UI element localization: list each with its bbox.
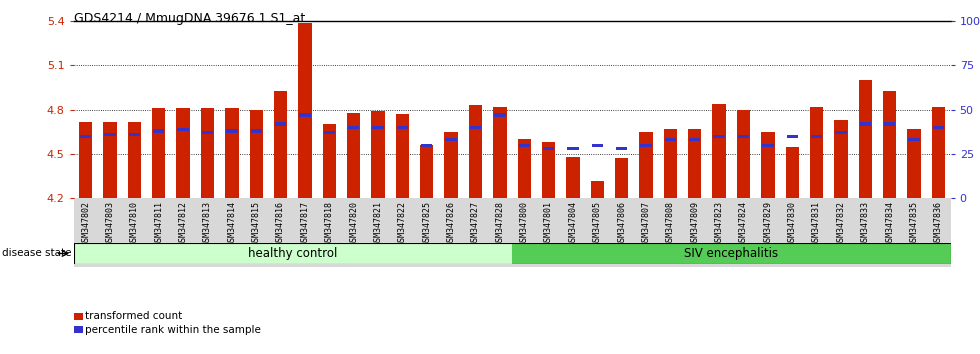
Bar — [201, 108, 215, 198]
Bar — [933, 126, 944, 129]
Bar — [712, 104, 726, 198]
Text: GDS4214 / MmugDNA.39676.1.S1_at: GDS4214 / MmugDNA.39676.1.S1_at — [74, 12, 305, 25]
Bar — [713, 135, 725, 138]
Bar — [225, 108, 238, 198]
Bar — [322, 125, 336, 198]
Bar — [787, 135, 798, 138]
Bar — [932, 107, 945, 198]
Bar — [372, 126, 384, 129]
Bar — [127, 121, 141, 198]
Bar — [469, 126, 481, 129]
Bar — [420, 145, 433, 198]
Bar — [298, 23, 312, 198]
Bar — [809, 107, 823, 198]
Bar — [883, 91, 897, 198]
Bar — [786, 147, 799, 198]
Bar — [273, 91, 287, 198]
Bar — [834, 120, 848, 198]
Bar — [907, 129, 921, 198]
Text: transformed count: transformed count — [85, 312, 182, 321]
Bar — [153, 129, 165, 133]
Bar — [639, 132, 653, 198]
Text: healthy control: healthy control — [248, 247, 337, 260]
Bar — [908, 138, 920, 142]
Bar — [299, 113, 311, 117]
Bar — [177, 127, 189, 131]
Bar — [512, 243, 951, 264]
Bar — [591, 181, 604, 198]
Bar — [761, 132, 774, 198]
Bar — [104, 133, 116, 136]
Bar — [858, 80, 872, 198]
Bar — [176, 108, 190, 198]
Bar — [592, 143, 603, 147]
Bar — [347, 113, 361, 198]
Bar — [884, 122, 896, 126]
Bar — [518, 143, 530, 147]
Bar — [275, 122, 286, 126]
Bar — [664, 138, 676, 142]
Bar — [689, 138, 701, 142]
Bar — [615, 159, 628, 198]
Bar — [738, 135, 749, 138]
Bar — [74, 243, 512, 264]
Bar — [688, 129, 702, 198]
Bar — [80, 135, 91, 138]
Bar — [251, 129, 262, 133]
Bar — [517, 139, 531, 198]
Bar — [762, 143, 773, 147]
Text: SIV encephalitis: SIV encephalitis — [684, 247, 778, 260]
Bar — [859, 122, 871, 126]
Bar — [103, 121, 117, 198]
Bar — [493, 107, 507, 198]
Text: percentile rank within the sample: percentile rank within the sample — [85, 325, 261, 335]
Bar — [348, 126, 360, 129]
Bar — [371, 111, 385, 198]
Bar — [323, 131, 335, 135]
Bar — [468, 105, 482, 198]
Bar — [543, 147, 555, 150]
Bar — [445, 132, 458, 198]
Text: disease state: disease state — [2, 249, 72, 258]
Bar — [152, 108, 166, 198]
Bar — [250, 110, 263, 198]
Bar — [446, 138, 457, 142]
Bar — [566, 157, 579, 198]
Bar — [226, 129, 237, 133]
Bar — [202, 131, 214, 135]
Bar — [542, 142, 556, 198]
Bar — [421, 143, 432, 147]
Bar — [663, 129, 677, 198]
Bar — [810, 135, 822, 138]
Bar — [396, 114, 409, 198]
Bar — [737, 110, 751, 198]
Bar — [640, 143, 652, 147]
Bar — [567, 147, 578, 150]
Bar — [79, 121, 92, 198]
Bar — [128, 133, 140, 136]
Bar — [397, 126, 408, 129]
Bar — [835, 131, 847, 135]
Bar — [616, 147, 627, 150]
Bar — [494, 113, 506, 117]
